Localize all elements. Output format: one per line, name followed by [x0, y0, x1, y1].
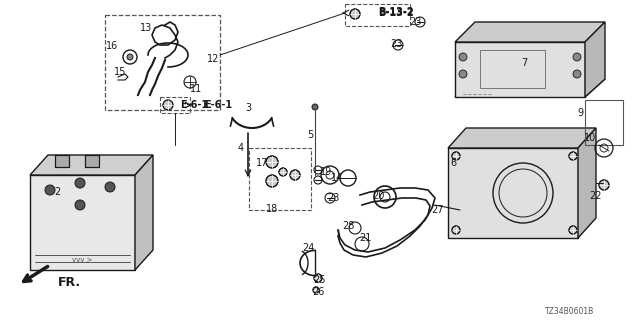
Text: 23: 23 [409, 17, 421, 27]
Bar [85, 155, 99, 167]
Text: E-6-1: E-6-1 [204, 100, 232, 110]
Bar [585, 100, 623, 145]
Text: 7: 7 [521, 58, 527, 68]
Text: 22: 22 [589, 191, 602, 201]
Circle shape [573, 53, 581, 61]
Circle shape [452, 226, 460, 234]
Circle shape [569, 152, 577, 160]
Circle shape [312, 104, 318, 110]
Text: 11: 11 [190, 84, 202, 94]
Circle shape [266, 156, 278, 168]
Text: 19: 19 [320, 167, 332, 177]
Text: 26: 26 [312, 287, 324, 297]
Text: B-13-2: B-13-2 [378, 7, 414, 17]
Text: 14: 14 [331, 173, 343, 183]
Polygon shape [135, 155, 153, 270]
Circle shape [279, 168, 287, 176]
Circle shape [314, 274, 322, 282]
Polygon shape [585, 22, 605, 97]
Text: FR.: FR. [58, 276, 81, 289]
Circle shape [313, 287, 319, 293]
Polygon shape [30, 155, 153, 175]
Bar [249, 148, 311, 210]
Circle shape [163, 100, 173, 110]
Text: 9: 9 [577, 108, 583, 118]
Text: 17: 17 [256, 158, 268, 168]
Circle shape [452, 152, 460, 160]
Bar [85, 155, 99, 167]
Polygon shape [578, 128, 596, 238]
Polygon shape [448, 148, 578, 238]
Text: 16: 16 [106, 41, 118, 51]
Text: 24: 24 [302, 243, 314, 253]
Bar [55, 155, 69, 167]
Circle shape [573, 70, 581, 78]
Text: 4: 4 [238, 143, 244, 153]
Text: 18: 18 [266, 204, 278, 214]
Text: 12: 12 [207, 54, 219, 64]
Bar [160, 97, 190, 113]
Circle shape [75, 178, 85, 188]
Bar [105, 15, 220, 110]
Text: B-13-2: B-13-2 [378, 8, 414, 18]
Circle shape [75, 200, 85, 210]
Circle shape [45, 185, 55, 195]
Polygon shape [455, 79, 605, 97]
Polygon shape [455, 42, 585, 97]
Circle shape [459, 70, 467, 78]
Text: 28: 28 [342, 221, 354, 231]
Text: TZ34B0601B: TZ34B0601B [545, 307, 595, 316]
Circle shape [569, 226, 577, 234]
Text: 25: 25 [313, 275, 325, 285]
Text: 20: 20 [372, 191, 384, 201]
Text: 27: 27 [431, 205, 444, 215]
Polygon shape [448, 128, 596, 148]
Polygon shape [455, 22, 605, 42]
Text: 23: 23 [327, 193, 339, 203]
Bar [345, 4, 410, 26]
Text: 3: 3 [245, 103, 251, 113]
Circle shape [127, 54, 133, 60]
Text: 23: 23 [390, 39, 402, 49]
Circle shape [350, 9, 360, 19]
Text: 10: 10 [584, 133, 596, 143]
Text: vvv >: vvv > [72, 257, 92, 263]
Text: 21: 21 [359, 233, 371, 243]
Text: 15: 15 [114, 67, 126, 77]
Bar [480, 50, 545, 88]
Circle shape [459, 53, 467, 61]
Circle shape [105, 182, 115, 192]
Circle shape [290, 170, 300, 180]
Text: 13: 13 [140, 23, 152, 33]
Circle shape [266, 175, 278, 187]
Text: 5: 5 [307, 130, 313, 140]
Text: E-6-1: E-6-1 [180, 100, 208, 110]
Text: 2: 2 [54, 187, 60, 197]
Text: 6: 6 [450, 158, 456, 168]
Polygon shape [30, 175, 135, 270]
Circle shape [599, 180, 609, 190]
Bar [55, 155, 69, 167]
